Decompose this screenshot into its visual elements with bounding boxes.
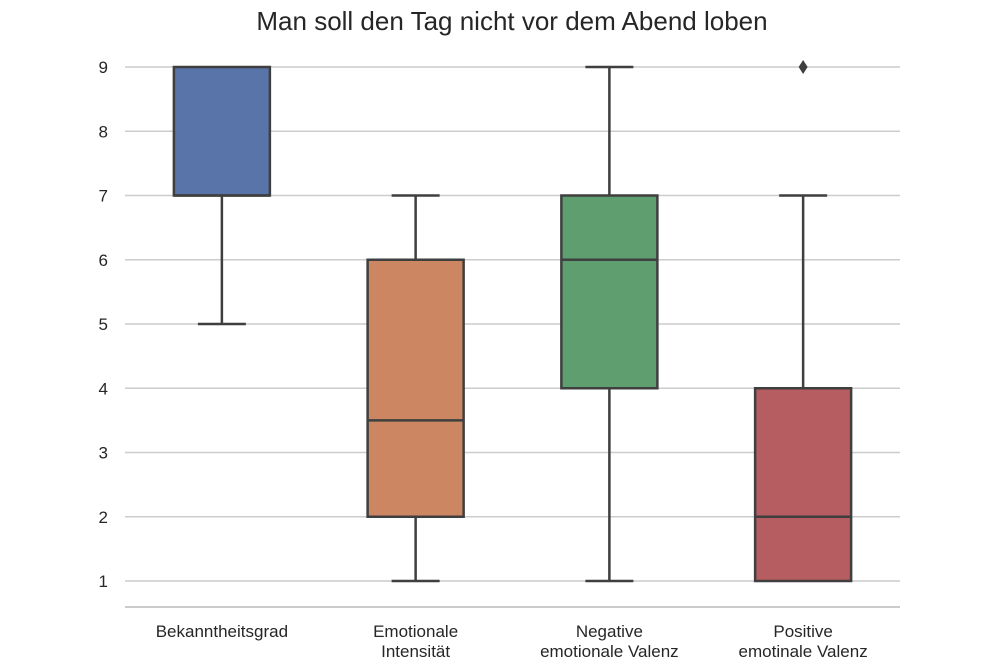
y-tick-label-7: 7 (99, 187, 108, 206)
y-tick-label-9: 9 (99, 58, 108, 77)
box-group-2 (366, 194, 465, 583)
y-tick-label-8: 8 (99, 122, 108, 141)
y-tick-label-1: 1 (99, 572, 108, 591)
box-group-4 (753, 60, 853, 583)
box-series (172, 60, 853, 583)
chart-title: Man soll den Tag nicht vor dem Abend lob… (256, 6, 767, 36)
box-2 (366, 258, 465, 518)
box-4 (753, 387, 853, 583)
x-tick-label-4-2: emotinale Valenz (739, 642, 868, 661)
x-tick-label-2-1: Emotionale (373, 622, 458, 641)
y-tick-label-6: 6 (99, 251, 108, 270)
box-1 (172, 65, 272, 197)
box-group-3 (560, 65, 659, 583)
outlier-point-4-1 (798, 60, 808, 74)
x-tick-label-1-1: Bekanntheitsgrad (156, 622, 288, 641)
y-tick-label-5: 5 (99, 315, 108, 334)
x-tick-label-4-1: Positive (773, 622, 833, 641)
y-tick-label-4: 4 (99, 379, 108, 398)
x-tick-label-3-2: emotionale Valenz (540, 642, 679, 661)
y-tick-label-3: 3 (99, 444, 108, 463)
x-tick-label-3-1: Negative (576, 622, 643, 641)
x-tick-label-2-2: Intensität (381, 642, 450, 661)
y-tick-label-2: 2 (99, 508, 108, 527)
y-tick-labels: 1 2 3 4 5 6 7 8 9 (99, 58, 108, 591)
box-3 (560, 194, 659, 390)
box-group-1 (172, 65, 272, 326)
